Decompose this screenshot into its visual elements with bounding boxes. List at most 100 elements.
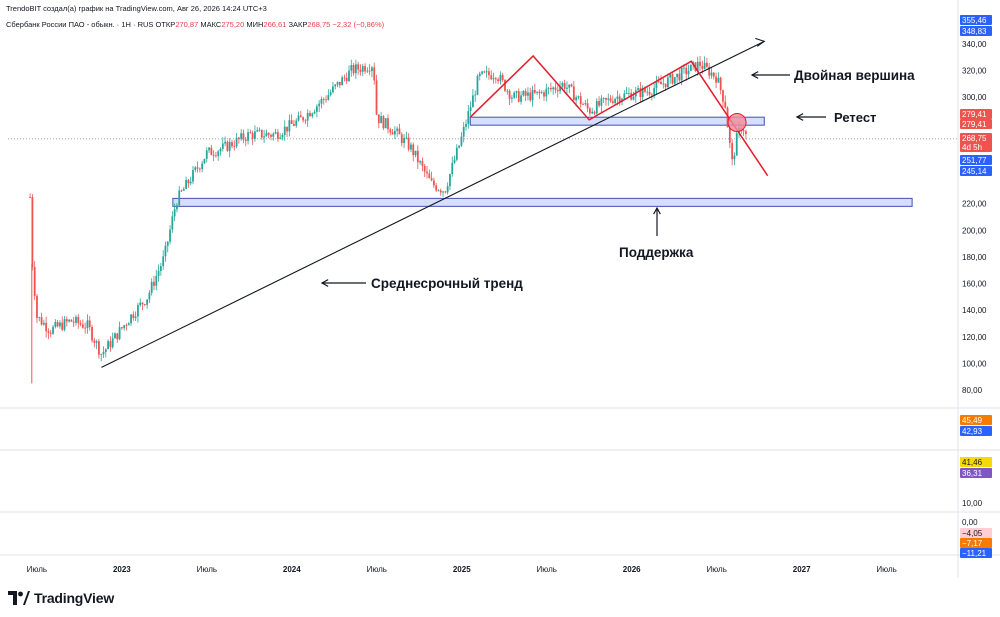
candle-body: [88, 320, 91, 328]
candle-body: [568, 84, 571, 88]
low-value: 266,61: [263, 20, 287, 29]
candle-body: [724, 101, 727, 108]
candle-body: [343, 77, 346, 79]
symbol-name[interactable]: Сбербанк России ПАО - обыкн. · 1H · RUS: [6, 20, 154, 29]
candle-body: [483, 71, 486, 73]
indicator-badge: 42,93: [960, 426, 992, 436]
price-badge-bg: [960, 166, 992, 176]
time-tick-label: Июль: [706, 565, 726, 574]
candle-body: [81, 324, 84, 328]
candle-body: [139, 302, 142, 306]
candle-body: [146, 299, 149, 305]
candle-body: [559, 86, 561, 92]
candle-body: [366, 70, 369, 72]
candle-body: [667, 77, 669, 88]
candle-body: [54, 322, 57, 327]
candle-body: [437, 190, 440, 192]
open-value: 270,87: [175, 20, 199, 29]
price-tick-label: 220,00: [962, 200, 987, 209]
candle-body: [260, 129, 263, 138]
candle-body: [428, 173, 431, 179]
candle-body: [410, 144, 412, 150]
candle-body: [726, 107, 729, 128]
candle-body: [364, 66, 366, 72]
candle-body: [577, 96, 580, 98]
candle-body: [439, 190, 442, 193]
candle-body: [400, 134, 403, 144]
candle-body: [127, 323, 130, 326]
candle-body: [141, 302, 144, 305]
candle-body: [462, 126, 465, 137]
price-tick-label: 320,00: [962, 67, 987, 76]
candle-body: [510, 97, 513, 99]
candle-body: [703, 62, 706, 69]
high-value: 275,20: [221, 20, 245, 29]
price-badge-bg: [960, 119, 992, 129]
candle-body: [706, 62, 708, 67]
candle-body: [432, 180, 435, 186]
candle-body: [650, 94, 653, 96]
price-badge-text: 355,46: [962, 16, 987, 25]
candle-body: [215, 155, 217, 157]
candle-body: [59, 322, 61, 327]
candle-body: [639, 88, 642, 97]
candle-body: [637, 88, 639, 91]
indicator-badge-bg: [960, 426, 992, 436]
candle-body: [575, 97, 578, 101]
time-tick-label: 2023: [113, 565, 131, 574]
price-badge-text: 245,14: [962, 167, 987, 176]
candle-body: [86, 320, 89, 329]
candle-body: [644, 87, 646, 92]
candle-body: [29, 197, 31, 198]
candle-body: [605, 98, 607, 100]
candle-body: [254, 131, 256, 139]
support-label: Поддержка: [619, 245, 694, 260]
candle-body: [42, 322, 45, 325]
candle-body: [745, 131, 747, 135]
medium-trend-line: [101, 40, 765, 368]
candle-body: [100, 354, 103, 356]
price-badge: 348,83: [960, 26, 992, 36]
candle-body: [416, 150, 419, 163]
candle-body: [276, 132, 279, 139]
price-tick-label: 340,00: [962, 40, 987, 49]
candle-body: [166, 241, 169, 246]
candle-body: [501, 75, 504, 80]
candle-body: [95, 341, 98, 343]
candle-body: [345, 77, 348, 82]
candle-body: [52, 326, 54, 334]
candle-body: [111, 338, 114, 348]
price-badge: 279,41: [960, 119, 992, 129]
candle-body: [297, 115, 300, 121]
indicator-badge-bg: [960, 528, 992, 538]
candle-body: [478, 73, 481, 76]
candle-body: [224, 141, 227, 144]
candle-body: [527, 92, 529, 96]
indicator-badge-bg: [960, 468, 992, 478]
candle-body: [116, 333, 119, 340]
candle-body: [270, 134, 272, 137]
candle-body: [471, 95, 474, 108]
candle-body: [235, 137, 238, 147]
candle-body: [61, 322, 64, 330]
candle-body: [545, 88, 548, 97]
candle-body: [109, 341, 112, 348]
indicator-badge-text: −11,21: [962, 549, 987, 558]
candle-body: [625, 93, 628, 94]
candle-body: [591, 111, 594, 114]
candle-body: [680, 68, 683, 81]
candle-body: [169, 229, 171, 242]
candle-body: [689, 64, 692, 71]
candle-body: [582, 104, 584, 105]
price-badge-text: 348,83: [962, 27, 987, 36]
candle-body: [242, 133, 245, 140]
candle-body: [176, 205, 178, 210]
price-tick-label: 160,00: [962, 280, 987, 289]
candle-body: [107, 341, 109, 350]
indicator-badge-text: 36,31: [962, 469, 983, 478]
candle-body: [33, 266, 36, 296]
candle-body: [586, 103, 589, 109]
candle-body: [47, 331, 50, 333]
candle-body: [210, 147, 213, 156]
